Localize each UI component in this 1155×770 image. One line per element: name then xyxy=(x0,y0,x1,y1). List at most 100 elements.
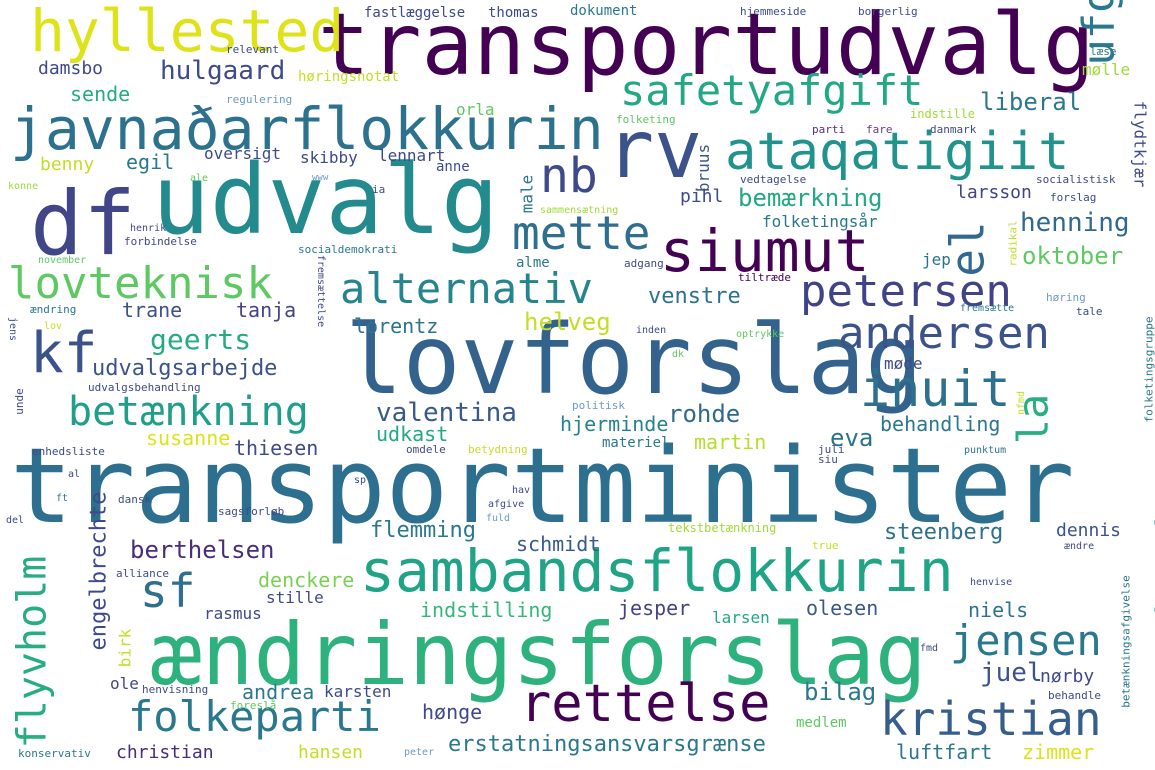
word-tanja: tanja xyxy=(236,298,297,322)
word-christian: christian xyxy=(116,742,214,763)
word-juli: juli xyxy=(818,443,845,456)
word-trane: trane xyxy=(122,298,183,322)
word-folketing: folketing xyxy=(616,113,676,126)
word-denckere: denckere xyxy=(258,568,355,592)
word-fremsaette: fremsætte xyxy=(960,303,1015,314)
word-ale: ale xyxy=(190,173,209,184)
word-dennis: dennis xyxy=(1056,520,1122,541)
word-udvalg: udvalg xyxy=(152,144,499,256)
word-tekstbetaenkning: tekstbetænkning xyxy=(668,521,777,535)
word-siu: siu xyxy=(818,453,838,466)
word-alliance: alliance xyxy=(116,567,169,580)
word-lennart: lennart xyxy=(378,146,446,165)
word-eva: eva xyxy=(830,424,874,452)
word-dk: dk xyxy=(672,349,685,360)
word-oktober: oktober xyxy=(1022,242,1124,270)
word-pihl: pihl xyxy=(680,186,724,207)
word-optrykke: optrykke xyxy=(736,329,785,340)
word-sende: sende xyxy=(70,82,131,106)
word-egil: egil xyxy=(126,150,175,174)
word-oversigt: oversigt xyxy=(204,144,282,163)
word-ft: ft xyxy=(56,493,69,504)
word-larsson: larsson xyxy=(956,182,1032,203)
word-laese: læse xyxy=(1090,45,1117,58)
word-flydtkjaer: flydtkjær xyxy=(1130,100,1150,188)
word-martin: martin xyxy=(694,430,767,454)
word-bruus: bruus xyxy=(694,143,714,193)
word-sambandsflokkurin: sambandsflokkurin xyxy=(360,537,954,605)
word-safetyafgift: safetyafgift xyxy=(620,66,924,115)
word-jensen: jensen xyxy=(950,616,1102,665)
word-forbindelse: forbindelse xyxy=(124,235,197,248)
word-hjerminde: hjerminde xyxy=(560,412,669,436)
word-peter: peter xyxy=(404,747,435,758)
word-hjemmeside: hjemmeside xyxy=(740,5,807,18)
word-henning: henning xyxy=(1020,208,1130,238)
word-socialdemokrati: socialdemokrati xyxy=(298,243,398,256)
word-juel: juel xyxy=(980,658,1043,688)
word-tale: tale xyxy=(1076,305,1103,318)
word-danmark: danmark xyxy=(930,123,977,136)
word-politisk: politisk xyxy=(572,399,625,412)
word-adgang: adgang xyxy=(624,257,664,270)
word-rettelse: rettelse xyxy=(520,674,771,734)
word-punktum: punktum xyxy=(964,445,1007,456)
word-luftfart: luftfart xyxy=(896,740,993,764)
word-sammensaetning: sammensætning xyxy=(540,205,619,216)
word-damsbo: damsbo xyxy=(38,58,104,79)
word-lorentz: lorentz xyxy=(354,314,439,338)
word-sf: sf xyxy=(140,564,196,618)
word-flemming: flemming xyxy=(370,518,476,543)
word-horingsnotat: høringsnotat xyxy=(298,69,400,85)
word-lov: lov xyxy=(44,321,63,332)
word-udkast: udkast xyxy=(376,422,449,446)
word-siumut: siumut xyxy=(660,217,870,285)
word-borgerlig: borgerlig xyxy=(858,5,918,18)
word-stille: stille xyxy=(266,588,324,607)
word-mette: mette xyxy=(512,206,651,260)
word-molle: mølle xyxy=(1082,60,1131,79)
word-bilag: bilag xyxy=(804,678,877,706)
word-sp: sp xyxy=(354,475,367,486)
word-alternativ: alternativ xyxy=(340,264,593,313)
word-ataqatigiit: ataqatigiit xyxy=(725,122,1070,182)
word-olesen: olesen xyxy=(806,596,879,620)
word-hyllested: hyllested xyxy=(30,0,345,65)
word-udvalgsarbejde: udvalgsarbejde xyxy=(92,356,278,381)
word-dansk: dansk xyxy=(118,493,152,506)
word-behandle: behandle xyxy=(1048,689,1101,702)
word-dokument: dokument xyxy=(570,3,638,19)
word-geerts: geerts xyxy=(150,323,252,356)
word-helveg: helveg xyxy=(524,308,611,336)
word-inuit: inuit xyxy=(860,360,1011,418)
word-niels: niels xyxy=(968,598,1029,622)
word-henvisning: henvisning xyxy=(142,683,209,696)
word-birk: birk xyxy=(115,628,135,668)
word-flyvholm: flyvholm xyxy=(9,555,56,749)
word-schmidt: schmidt xyxy=(516,532,601,556)
word-nfmd: nfmd xyxy=(1016,390,1028,416)
word-lovforslag: lovforslag xyxy=(345,304,923,416)
word-inden: inden xyxy=(636,325,667,336)
word-hav: hav xyxy=(512,485,531,496)
word-zimmer: zimmer xyxy=(1022,740,1095,764)
word-karsten: karsten xyxy=(324,682,392,701)
word-bemaerkning: bemærkning xyxy=(738,184,883,212)
word-valentina: valentina xyxy=(376,398,517,428)
word-kristian: kristian xyxy=(880,692,1102,746)
word-benny: benny xyxy=(40,154,95,175)
word-alme: alme xyxy=(516,255,550,271)
word-omdele: omdele xyxy=(406,443,446,456)
word-behandling: behandling xyxy=(880,412,1001,436)
word-betydning: betydning xyxy=(468,443,528,456)
word-konne: konne xyxy=(8,181,39,192)
word-aendring: ændring xyxy=(30,303,77,316)
word-df: df xyxy=(30,172,136,275)
word-javnadarflokkurin: javnaðarflokkurin xyxy=(10,95,604,163)
word-indstilling: indstilling xyxy=(420,598,553,622)
word-tiltraede: tiltræde xyxy=(738,271,791,284)
word-orla: orla xyxy=(456,100,495,119)
word-ole: ole xyxy=(110,674,139,693)
word-regulering: regulering xyxy=(226,93,293,106)
